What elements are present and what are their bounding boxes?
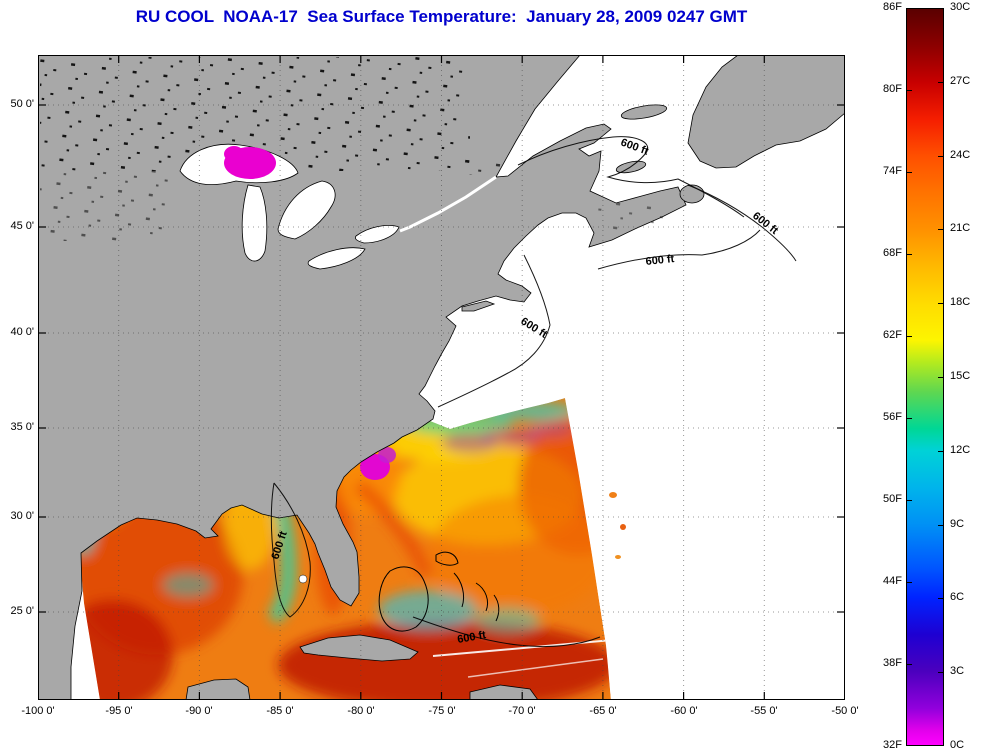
bahamas-banks: [378, 551, 500, 632]
x-tick-label: -80 0': [347, 705, 375, 717]
lake-superior-flag: [224, 146, 276, 179]
colorbar-f-label: 68F: [883, 247, 902, 259]
x-tick-label: -50 0': [831, 705, 859, 717]
colorbar-tick: [938, 156, 943, 157]
contour-label: 600 ft: [456, 629, 487, 646]
colorbar-f-label: 50F: [883, 493, 902, 505]
hispaniola: [469, 684, 539, 701]
colorbar-f-label: 32F: [883, 739, 902, 751]
lake-huron: [277, 180, 336, 240]
colorbar-tick: [938, 303, 943, 304]
colorbar-f-label: 38F: [883, 657, 902, 669]
y-tick-label: 25 0': [10, 605, 34, 617]
colorbar-c-label: 15C: [950, 370, 971, 382]
lake-ontario: [355, 225, 400, 244]
colorbar-f-label: 74F: [883, 165, 902, 177]
colorbar-f-label: 86F: [883, 1, 902, 13]
y-tick-label: 35 0': [10, 421, 34, 433]
figure-title: RU COOL NOAA-17 Sea Surface Temperature:…: [135, 7, 748, 26]
x-tick-label: -90 0': [185, 705, 213, 717]
map-plot-area: 600 ft 600 ft 600 ft 600 ft 600 ft 600 f…: [37, 54, 846, 701]
north-america-landmass: [37, 54, 687, 701]
colorbar-tick: [907, 254, 912, 255]
sst-map-svg: 600 ft 600 ft 600 ft 600 ft 600 ft 600 f…: [37, 54, 846, 701]
colorbar-tick: [907, 582, 912, 583]
contour-label: 600 ft: [645, 253, 675, 268]
newfoundland: [687, 54, 846, 169]
colorbar-f-label: 62F: [883, 329, 902, 341]
colorbar-c-label: 0C: [950, 739, 965, 751]
y-tick-label: 45 0': [10, 220, 34, 232]
long-island: [461, 300, 496, 312]
axes-border: [38, 55, 845, 700]
x-tick-label: -65 0': [589, 705, 617, 717]
st-lawrence-river: [399, 175, 497, 233]
colorbar-tick: [938, 525, 943, 526]
colorbar-c-label: 27C: [950, 75, 971, 87]
sst-stray-pixels: [609, 492, 626, 559]
lake-michigan: [241, 184, 268, 262]
colorbar-f-label: 44F: [883, 575, 902, 587]
colorbar-gradient: [906, 8, 944, 746]
lake-okeechobee: [298, 574, 308, 584]
colorbar-tick: [907, 418, 912, 419]
colorbar-f-label: 56F: [883, 411, 902, 423]
colorbar-tick: [938, 598, 943, 599]
x-tick-label: -100 0': [21, 705, 55, 717]
contour-layer: [270, 136, 797, 648]
colorbar-tick: [907, 90, 912, 91]
islands-layer: [185, 54, 846, 701]
colorbar-tick: [907, 500, 912, 501]
colorbar-tick: [938, 451, 943, 452]
colorbar-c-label: 30C: [950, 1, 971, 13]
colorbar-c-label: 3C: [950, 665, 965, 677]
colorbar-c-label: 6C: [950, 591, 965, 603]
anticosti-island: [620, 104, 668, 120]
colorbar-c-label: 18C: [950, 296, 971, 308]
lake-erie: [307, 247, 366, 270]
x-tick-label: -70 0': [508, 705, 536, 717]
colorbar-c-label: 21C: [950, 222, 971, 234]
x-tick-label: -60 0': [670, 705, 698, 717]
colorbar-tick: [938, 672, 943, 673]
colorbar-f-label: 80F: [883, 83, 902, 95]
colorbar-tick: [907, 336, 912, 337]
y-tick-label: 40 0': [10, 326, 34, 338]
x-tick-label: -85 0': [266, 705, 294, 717]
colorbar-c-label: 9C: [950, 518, 965, 530]
y-tick-label: 50 0': [10, 98, 34, 110]
colorbar-c-label: 12C: [950, 444, 971, 456]
x-tick-label: -75 0': [428, 705, 456, 717]
cuba: [299, 634, 419, 662]
colorbar-tick: [907, 664, 912, 665]
colorbar-tick: [938, 229, 943, 230]
x-tick-label: -95 0': [105, 705, 133, 717]
colorbar-tick: [907, 172, 912, 173]
x-tick-label: -55 0': [750, 705, 778, 717]
colorbar-tick: [938, 377, 943, 378]
y-tick-label: 30 0': [10, 510, 34, 522]
colorbar-tick: [938, 82, 943, 83]
colorbar-c-label: 24C: [950, 149, 971, 161]
